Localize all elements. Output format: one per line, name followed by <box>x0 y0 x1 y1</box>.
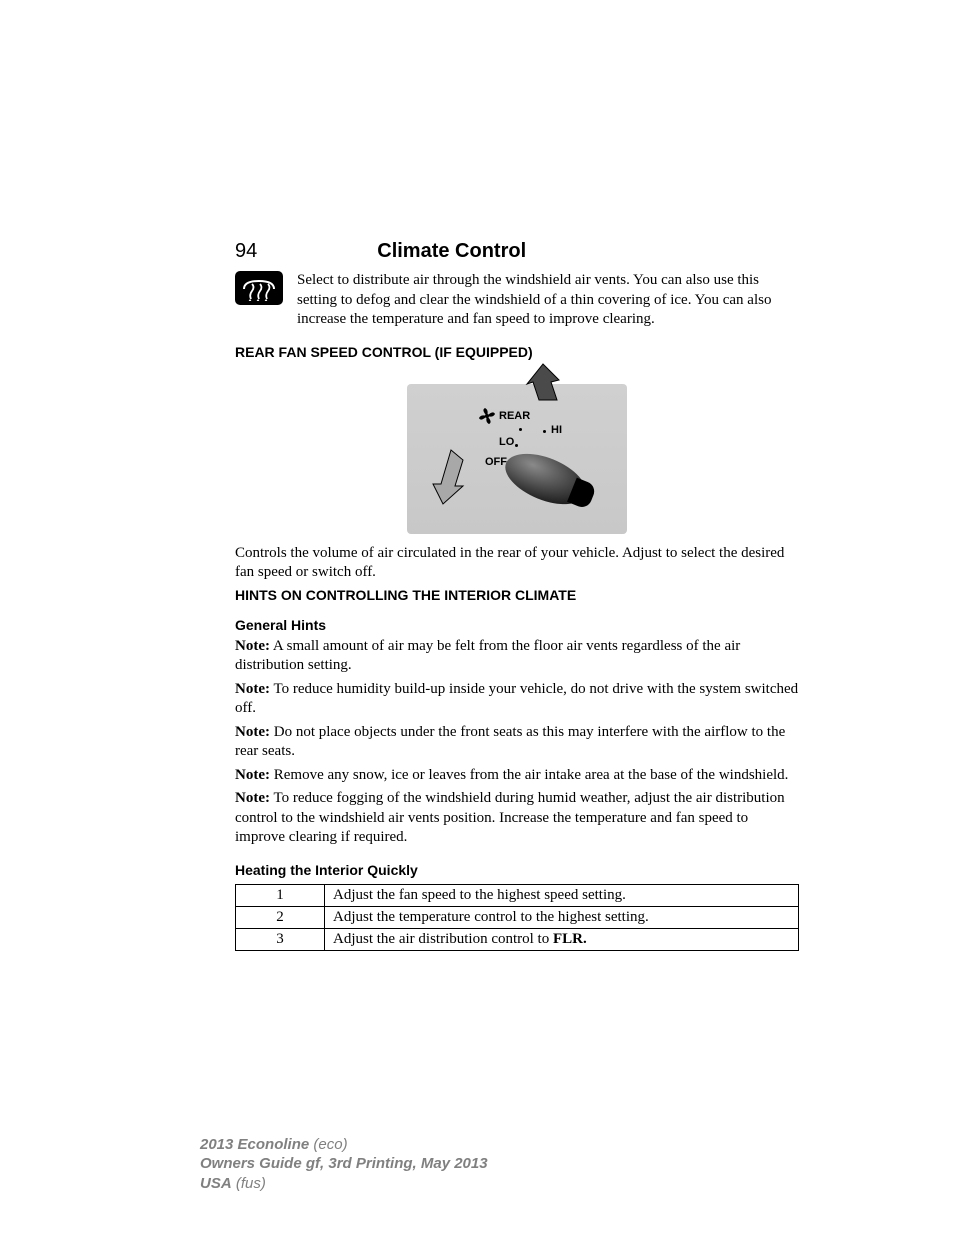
note-item: Note: Remove any snow, ice or leaves fro… <box>235 766 799 786</box>
note-label: Note: <box>235 681 270 697</box>
defrost-icon <box>235 271 283 305</box>
step-text: Adjust the fan speed to the highest spee… <box>325 884 799 906</box>
step-number: 2 <box>236 906 325 928</box>
table-row: 2 Adjust the temperature control to the … <box>236 906 799 928</box>
footer-paren: (fus) <box>232 1175 266 1192</box>
note-text: To reduce humidity build-up inside your … <box>235 681 798 717</box>
page-container: 94 Climate Control Select to distribute … <box>0 0 954 951</box>
heating-heading: Heating the Interior Quickly <box>235 862 799 878</box>
note-item: Note: A small amount of air may be felt … <box>235 637 799 676</box>
page-header: 94 Climate Control <box>235 240 799 263</box>
defrost-description: Select to distribute air through the win… <box>297 271 799 330</box>
rear-fan-body: Controls the volume of air circulated in… <box>235 544 799 583</box>
note-text: A small amount of air may be felt from t… <box>235 638 740 674</box>
footer-model: 2013 Econoline <box>200 1136 309 1153</box>
footer-line-2: Owners Guide gf, 3rd Printing, May 2013 <box>200 1154 488 1174</box>
note-item: Note: To reduce fogging of the windshiel… <box>235 789 799 848</box>
heating-steps-table: 1 Adjust the fan speed to the highest sp… <box>235 884 799 951</box>
note-label: Note: <box>235 767 270 783</box>
hints-heading: HINTS ON CONTROLLING THE INTERIOR CLIMAT… <box>235 587 799 603</box>
note-label: Note: <box>235 790 270 806</box>
page-title: Climate Control <box>377 240 526 263</box>
step-number: 1 <box>236 884 325 906</box>
note-item: Note: To reduce humidity build-up inside… <box>235 680 799 719</box>
dial-label-lo: LO <box>499 436 514 448</box>
note-label: Note: <box>235 724 270 740</box>
table-row: 3 Adjust the air distribution control to… <box>236 928 799 950</box>
footer-line-3: USA (fus) <box>200 1174 488 1194</box>
dial-label-rear: REAR <box>499 410 530 422</box>
footer-line-1: 2013 Econoline (eco) <box>200 1135 488 1155</box>
page-number: 94 <box>235 240 257 263</box>
footer-region: USA <box>200 1175 232 1192</box>
note-text: Remove any snow, ice or leaves from the … <box>274 767 789 783</box>
arrow-down-icon <box>417 442 473 513</box>
step-text: Adjust the temperature control to the hi… <box>325 906 799 928</box>
dial-dot <box>515 444 518 447</box>
fan-icon <box>479 408 495 424</box>
dial-dot <box>519 428 522 431</box>
note-label: Note: <box>235 638 270 654</box>
note-text: Do not place objects under the front sea… <box>235 724 785 760</box>
rear-fan-dial-diagram: REAR HI LO OFF <box>387 364 647 534</box>
step-text-bold: FLR. <box>553 931 587 947</box>
dial-label-off: OFF <box>485 456 507 468</box>
note-text: To reduce fogging of the windshield duri… <box>235 790 785 845</box>
note-item: Note: Do not place objects under the fro… <box>235 723 799 762</box>
table-row: 1 Adjust the fan speed to the highest sp… <box>236 884 799 906</box>
dial-label-hi: HI <box>551 424 562 436</box>
step-number: 3 <box>236 928 325 950</box>
step-text: Adjust the air distribution control to F… <box>325 928 799 950</box>
general-hints-heading: General Hints <box>235 617 799 633</box>
footer-paren: (eco) <box>309 1136 347 1153</box>
dial-dot <box>543 430 546 433</box>
step-text-pre: Adjust the air distribution control to <box>333 931 553 947</box>
page-footer: 2013 Econoline (eco) Owners Guide gf, 3r… <box>200 1135 488 1194</box>
defrost-section: Select to distribute air through the win… <box>235 271 799 330</box>
